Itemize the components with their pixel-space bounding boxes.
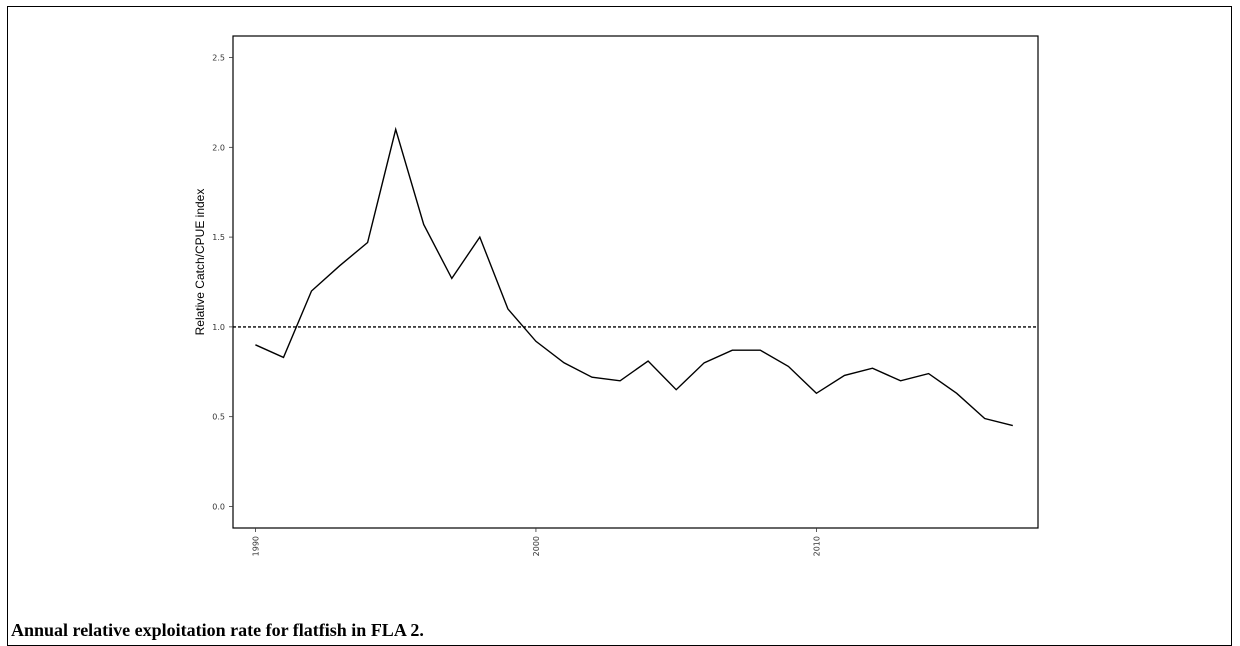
- y-tick-label: 2.0: [212, 143, 225, 152]
- y-tick-label: 0.0: [212, 502, 225, 511]
- figure-frame: [7, 6, 1232, 646]
- x-axis: 1990 2000 2010: [251, 528, 821, 556]
- x-tick-label: 1990: [251, 536, 260, 556]
- x-tick-label: 2010: [812, 536, 821, 556]
- series-line: [255, 126, 1013, 427]
- y-tick-label: 0.5: [212, 413, 225, 422]
- y-axis-label: Relative Catch/CPUE index: [193, 189, 207, 336]
- plot-panel: [232, 35, 1039, 529]
- y-tick-label: 1.0: [212, 323, 225, 332]
- y-tick-label: 2.5: [212, 54, 225, 63]
- y-tick-label: 1.5: [212, 233, 225, 242]
- x-tick-label: 2000: [532, 536, 541, 556]
- figure-caption: Annual relative exploitation rate for fl…: [11, 620, 424, 640]
- y-axis: 0.0 0.5 1.0 1.5 2.0 2.5: [212, 54, 233, 511]
